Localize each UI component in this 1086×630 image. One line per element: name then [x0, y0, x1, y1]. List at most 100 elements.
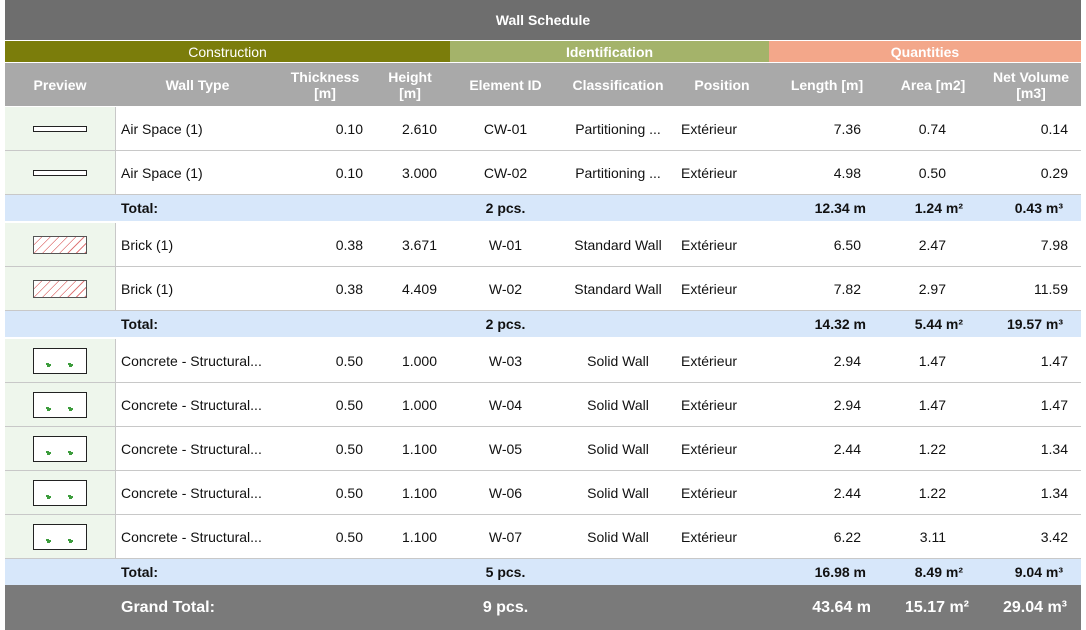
cell-position: Extérieur [681, 165, 738, 181]
table-row[interactable]: Air Space (1) 0.10 3.000 CW-02 Partitioning … [5, 151, 1081, 195]
cell-net-volume: 7.98 [1040, 237, 1068, 253]
cell-net-volume: 1.47 [1040, 353, 1068, 369]
cell-net-volume: 1.47 [1040, 397, 1068, 413]
cell-net-volume: 0.14 [1040, 121, 1068, 137]
aggregate-mark [69, 453, 72, 455]
aggregate-mark [68, 451, 71, 453]
cell-position: Extérieur [681, 485, 738, 501]
cell-position: Extérieur [681, 281, 738, 297]
cell-thickness: 0.10 [335, 121, 363, 137]
aggregate-mark [47, 409, 50, 411]
column-groups: Construction Identification Quantities [5, 41, 1081, 62]
cell-height: 4.409 [401, 281, 437, 297]
wall-preview-swatch [33, 126, 87, 132]
cell-wall-type: Air Space (1) [121, 121, 203, 137]
cell-net-volume: 1.34 [1040, 441, 1068, 457]
row-divider [5, 310, 1081, 311]
row-divider [5, 266, 1081, 267]
cell-wall-type: Brick (1) [121, 281, 174, 297]
aggregate-mark [46, 495, 49, 497]
total-label: Total: [121, 200, 159, 216]
cell-length: 6.50 [833, 237, 861, 253]
table-row[interactable]: Concrete - Structural... 0.50 1.000 W-03 Sol… [5, 339, 1081, 383]
header-classification[interactable]: Classification [572, 76, 664, 93]
total-length: 16.98 m [814, 564, 866, 580]
group-construction: Construction [5, 41, 450, 62]
header-area[interactable]: Area [m2] [900, 76, 966, 93]
aggregate-mark [47, 365, 50, 367]
total-count: 2 pcs. [485, 316, 526, 332]
cell-length: 2.44 [833, 485, 861, 501]
header-element-id[interactable]: Element ID [469, 76, 542, 93]
cell-position: Extérieur [681, 441, 738, 457]
header-length[interactable]: Length [m] [790, 76, 864, 93]
cell-height: 1.100 [401, 485, 437, 501]
row-divider [5, 470, 1081, 471]
wall-preview-cell [5, 427, 116, 471]
grand-total-area: 15.17 m² [904, 598, 969, 616]
row-divider [5, 150, 1081, 151]
aggregate-mark [68, 539, 71, 541]
cell-thickness: 0.50 [335, 397, 363, 413]
grand-total-length: 43.64 m [812, 598, 871, 616]
wall-preview-swatch [33, 348, 87, 374]
cell-wall-type: Concrete - Structural... [121, 529, 262, 545]
group-identification: Identification [450, 41, 769, 62]
cell-area: 2.97 [918, 281, 946, 297]
aggregate-mark [69, 409, 72, 411]
cell-thickness: 0.50 [335, 441, 363, 457]
cell-element-id: W-05 [488, 441, 523, 457]
table-row[interactable]: Concrete - Structural... 0.50 1.000 W-04 Sol… [5, 383, 1081, 427]
cell-position: Extérieur [681, 237, 738, 253]
wall-preview-cell [5, 223, 116, 267]
aggregate-mark [46, 363, 49, 365]
header-preview[interactable]: Preview [33, 76, 87, 93]
wall-preview-swatch [33, 280, 87, 298]
cell-thickness: 0.50 [335, 353, 363, 369]
header-thickness[interactable]: Thickness [m] [290, 68, 360, 101]
row-divider [5, 382, 1081, 383]
wall-preview-swatch [33, 170, 87, 176]
table-row[interactable]: Brick (1) 0.38 4.409 W-02 Standard Wall Extér… [5, 267, 1081, 311]
cell-classification: Partitioning ... [575, 165, 661, 181]
total-area: 1.24 m² [914, 200, 963, 216]
total-label: Total: [121, 316, 159, 332]
cell-net-volume: 3.42 [1040, 529, 1068, 545]
cell-length: 2.94 [833, 397, 861, 413]
table-row[interactable]: Concrete - Structural... 0.50 1.100 W-06 Sol… [5, 471, 1081, 515]
section-total-row: Total: 2 pcs. 14.32 m 5.44 m² 19.57 m³ [5, 311, 1081, 337]
section-total-row: Total: 2 pcs. 12.34 m 1.24 m² 0.43 m³ [5, 195, 1081, 221]
header-position[interactable]: Position [694, 76, 750, 93]
cell-length: 2.44 [833, 441, 861, 457]
aggregate-mark [69, 541, 72, 543]
grand-total-row: Grand Total: 9 pcs. 43.64 m 15.17 m² 29.… [5, 585, 1081, 630]
table-row[interactable]: Concrete - Structural... 0.50 1.100 W-07 Sol… [5, 515, 1081, 559]
cell-area: 3.11 [919, 529, 946, 545]
cell-wall-type: Concrete - Structural... [121, 441, 262, 457]
cell-length: 6.22 [833, 529, 861, 545]
header-height[interactable]: Height [m] [388, 68, 432, 101]
table-row[interactable]: Concrete - Structural... 0.50 1.100 W-05 Sol… [5, 427, 1081, 471]
row-divider [5, 514, 1081, 515]
cell-wall-type: Air Space (1) [121, 165, 203, 181]
wall-preview-cell [5, 471, 116, 515]
grand-total-label: Grand Total: [121, 598, 215, 616]
wall-preview-swatch [33, 436, 87, 462]
header-wall-type[interactable]: Wall Type [165, 76, 230, 93]
total-label: Total: [121, 564, 159, 580]
wall-preview-cell [5, 151, 116, 195]
cell-position: Extérieur [681, 121, 738, 137]
total-count: 5 pcs. [485, 564, 526, 580]
header-net-volume[interactable]: Net Volume [m3] [993, 68, 1069, 101]
cell-height: 3.000 [401, 165, 437, 181]
cell-area: 0.50 [918, 165, 946, 181]
cell-height: 1.000 [401, 397, 437, 413]
total-area: 5.44 m² [914, 316, 963, 332]
group-quantities: Quantities [769, 41, 1081, 62]
cell-element-id: W-04 [488, 397, 523, 413]
table-row[interactable]: Air Space (1) 0.10 2.610 CW-01 Partitioning … [5, 107, 1081, 151]
cell-position: Extérieur [681, 529, 738, 545]
table-row[interactable]: Brick (1) 0.38 3.671 W-01 Standard Wall Extér… [5, 223, 1081, 267]
cell-net-volume: 1.34 [1040, 485, 1068, 501]
total-length: 14.32 m [814, 316, 866, 332]
